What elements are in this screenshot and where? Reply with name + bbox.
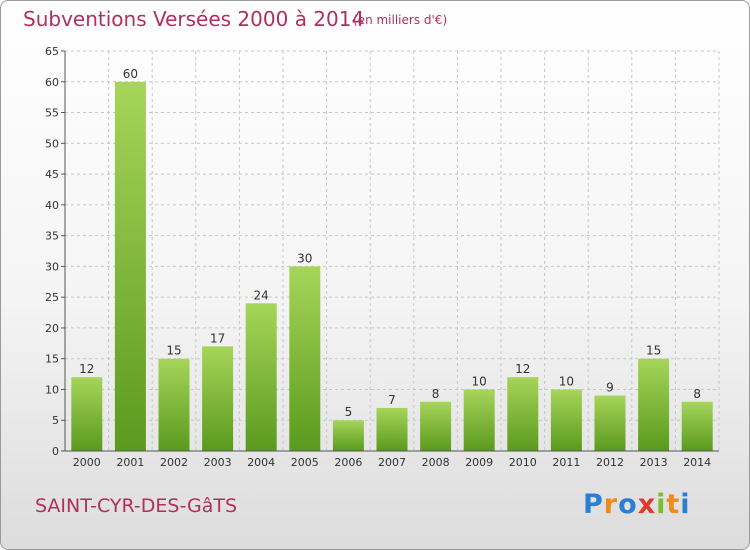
- bar-2014: [681, 401, 713, 451]
- x-tick-label-2006: 2006: [334, 456, 362, 469]
- brand-letter: x: [637, 489, 657, 520]
- data-label-2005: 30: [297, 251, 312, 265]
- y-tick-label: 0: [52, 445, 59, 458]
- x-tick-label-2009: 2009: [465, 456, 493, 469]
- data-label-2002: 15: [166, 344, 181, 358]
- x-tick-label-2007: 2007: [378, 456, 406, 469]
- y-tick-label: 30: [45, 260, 59, 273]
- data-label-2013: 15: [646, 344, 661, 358]
- x-tick-label-2010: 2010: [509, 456, 537, 469]
- data-label-2001: 60: [123, 67, 138, 81]
- x-tick-label-2013: 2013: [640, 456, 668, 469]
- chart-title: Subventions Versées 2000 à 2014: [23, 7, 365, 31]
- brand-logo: Proxiti: [583, 489, 691, 520]
- bar-2012: [594, 395, 626, 451]
- y-tick-label: 20: [45, 322, 59, 335]
- brand-letter: t: [666, 489, 681, 520]
- data-label-2003: 17: [210, 331, 225, 345]
- data-label-2010: 12: [515, 362, 530, 376]
- data-label-2008: 8: [432, 387, 440, 401]
- data-label-2009: 10: [472, 374, 487, 388]
- location-name: SAINT-CYR-DES-GâTS: [35, 495, 238, 517]
- brand-letter: o: [618, 489, 638, 520]
- brand-letter: i: [680, 489, 691, 520]
- bar-2005: [289, 266, 321, 451]
- brand-letter: P: [583, 489, 604, 520]
- data-label-2011: 10: [559, 374, 574, 388]
- y-tick-label: 55: [45, 107, 59, 120]
- chart-subtitle: (en milliers d'€): [353, 13, 448, 27]
- x-tick-label-2004: 2004: [247, 456, 275, 469]
- bar-2008: [420, 401, 452, 451]
- data-label-2012: 9: [606, 381, 614, 395]
- y-tick-label: 40: [45, 199, 59, 212]
- x-tick-label-2002: 2002: [160, 456, 188, 469]
- x-tick-label-2012: 2012: [596, 456, 624, 469]
- labels: 0 5 10 15 20 25 30 35 40 45 50 55 60 65 12 2000 60 2001 15…: [45, 45, 711, 469]
- bar-2003: [202, 346, 234, 451]
- data-label-2006: 5: [345, 405, 353, 419]
- bar-2001: [114, 81, 146, 452]
- brand-letter: r: [603, 489, 619, 520]
- y-tick-label: 65: [45, 45, 59, 58]
- y-tick-label: 25: [45, 291, 59, 304]
- axes: [61, 50, 719, 452]
- bar-2007: [376, 407, 408, 451]
- y-tick-label: 5: [52, 414, 59, 427]
- x-tick-label-2008: 2008: [422, 456, 450, 469]
- y-tick-label: 10: [45, 383, 59, 396]
- x-tick-label-2011: 2011: [552, 456, 580, 469]
- bar-2010: [507, 377, 539, 451]
- y-tick-label: 15: [45, 353, 59, 366]
- bar-2000: [71, 377, 103, 451]
- y-tick-label: 45: [45, 168, 59, 181]
- bar-2002: [158, 358, 190, 451]
- brand-letter: i: [656, 489, 667, 520]
- y-tick-label: 50: [45, 137, 59, 150]
- bar-2011: [550, 389, 582, 451]
- x-tick-label-2014: 2014: [683, 456, 711, 469]
- bar-2004: [245, 303, 277, 451]
- bar-2006: [332, 420, 364, 451]
- bar-2009: [463, 389, 495, 451]
- data-label-2007: 7: [388, 393, 396, 407]
- y-tick-label: 60: [45, 76, 59, 89]
- x-tick-label-2000: 2000: [73, 456, 101, 469]
- bars: [71, 81, 713, 452]
- data-label-2014: 8: [693, 387, 701, 401]
- data-label-2000: 12: [79, 362, 94, 376]
- y-tick-label: 35: [45, 230, 59, 243]
- data-label-2004: 24: [254, 288, 269, 302]
- x-tick-label-2005: 2005: [291, 456, 319, 469]
- bar-2013: [638, 358, 670, 451]
- x-tick-label-2001: 2001: [116, 456, 144, 469]
- x-tick-label-2003: 2003: [204, 456, 232, 469]
- grid-lines: [64, 50, 720, 452]
